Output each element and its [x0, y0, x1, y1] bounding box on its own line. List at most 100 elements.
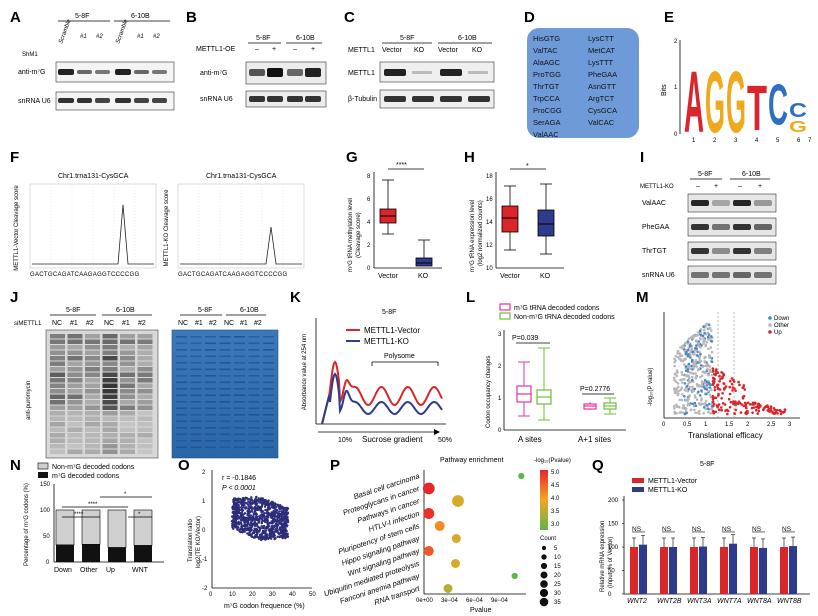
legend-label: Other — [774, 323, 789, 329]
volcano-point — [698, 354, 702, 358]
band — [440, 69, 462, 76]
logo-letter: C — [768, 74, 788, 138]
volcano-point — [704, 403, 707, 406]
volcano-point — [700, 398, 703, 402]
volcano-point — [708, 393, 712, 397]
volcano-point — [705, 387, 708, 391]
scatter-point — [257, 521, 261, 524]
volcano-point — [731, 386, 735, 389]
scatter-point — [232, 525, 235, 528]
volcano-point — [703, 355, 707, 359]
x-tick-label: 0.5 — [683, 422, 692, 428]
lane-label: #2 — [138, 320, 146, 327]
volcano-point — [692, 366, 695, 370]
gel-band — [205, 375, 216, 377]
panel-e: E 0 1 2 Bits A G G T C C G 1 2 3 4 5 6 7 — [661, 9, 812, 151]
scatter-point — [282, 522, 286, 525]
y-axis-label: (Cleavage score) — [356, 212, 362, 258]
gel-band — [234, 355, 245, 358]
scatter-point — [233, 521, 237, 524]
band — [691, 200, 709, 206]
volcano-point — [702, 342, 705, 345]
pathway-point — [451, 559, 460, 568]
volcano-point — [728, 392, 732, 396]
x-tick-label: Up — [106, 567, 115, 574]
gel-band — [190, 368, 202, 371]
volcano-point — [734, 400, 737, 404]
lane-smear — [137, 372, 153, 377]
volcano-point — [711, 379, 715, 383]
scatter-point — [239, 497, 242, 501]
size-legend-label: 5 — [554, 546, 558, 552]
scatter-point — [261, 510, 264, 513]
colorbar — [540, 470, 548, 530]
lane-smear — [85, 383, 100, 388]
gel-band — [205, 381, 216, 384]
band — [58, 69, 74, 75]
gel-band — [248, 414, 260, 416]
lane-smear — [102, 367, 118, 372]
volcano-point — [713, 377, 716, 381]
scatter-point — [232, 517, 235, 520]
lane-smear — [120, 438, 135, 443]
box-ko — [537, 209, 555, 237]
x-tick-label: 3 — [734, 138, 738, 144]
volcano-point — [718, 388, 722, 391]
row-label: METTL1 — [348, 47, 375, 54]
codon-label: SerAGA — [533, 118, 561, 127]
gel-band — [205, 440, 216, 442]
volcano-point — [698, 344, 701, 348]
volcano-point — [705, 392, 708, 396]
x-tick-label: 0 — [662, 422, 666, 428]
y-tick-label: 2 — [498, 364, 502, 370]
volcano-point — [775, 408, 779, 412]
volcano-point — [677, 385, 680, 389]
legend-swatch-vector — [632, 478, 644, 483]
lane-smear — [137, 334, 153, 339]
volcano-point — [720, 408, 723, 412]
gel-band — [234, 375, 245, 377]
gel-band — [263, 388, 274, 390]
volcano-point — [686, 382, 690, 386]
band — [77, 70, 92, 74]
volcano-point — [705, 385, 709, 389]
lane-smear — [102, 394, 118, 399]
legend-label: Non-m⁷G decoded codons — [52, 464, 135, 471]
x-tick-label: 7 — [808, 138, 812, 144]
row-label: METTL1-KO — [640, 184, 674, 190]
x-tick-label: 5 — [776, 138, 780, 144]
volcano-point — [706, 347, 710, 351]
lane-smear — [85, 339, 100, 344]
lane-smear — [67, 334, 83, 339]
gel-band — [205, 420, 216, 423]
y-tick-label: 50 — [608, 569, 615, 575]
volcano-point — [769, 409, 772, 412]
lane-smear — [102, 444, 118, 449]
volcano-point — [700, 389, 703, 392]
row-label: METTL1-OE — [196, 46, 236, 53]
band — [412, 71, 432, 74]
panel-b: B 5-8F 6-10B METTL1-OE – + – + anti-m⁷G … — [186, 9, 327, 108]
scatter-point — [264, 534, 267, 538]
size-legend-dot — [541, 545, 547, 551]
lane-smear — [85, 444, 100, 449]
chart-title: 5-8F — [382, 309, 396, 316]
blot-label: β-Tubulin — [348, 96, 377, 103]
volcano-point — [715, 384, 719, 387]
volcano-point — [772, 407, 776, 410]
volcano-point — [697, 368, 700, 371]
volcano-point — [713, 396, 716, 400]
lane-smear — [102, 334, 118, 339]
scatter-point — [263, 498, 266, 502]
volcano-point — [679, 378, 682, 382]
lane-smear — [85, 350, 100, 355]
scatter-point — [253, 520, 256, 524]
gel-band — [190, 394, 202, 397]
scatter-point — [248, 502, 251, 505]
gel-band — [219, 349, 231, 351]
volcano-point — [705, 340, 708, 344]
x-tick-label: 3 — [788, 422, 792, 428]
volcano-point — [696, 331, 700, 334]
scatter-point — [250, 525, 253, 529]
scatter-point — [261, 503, 264, 507]
